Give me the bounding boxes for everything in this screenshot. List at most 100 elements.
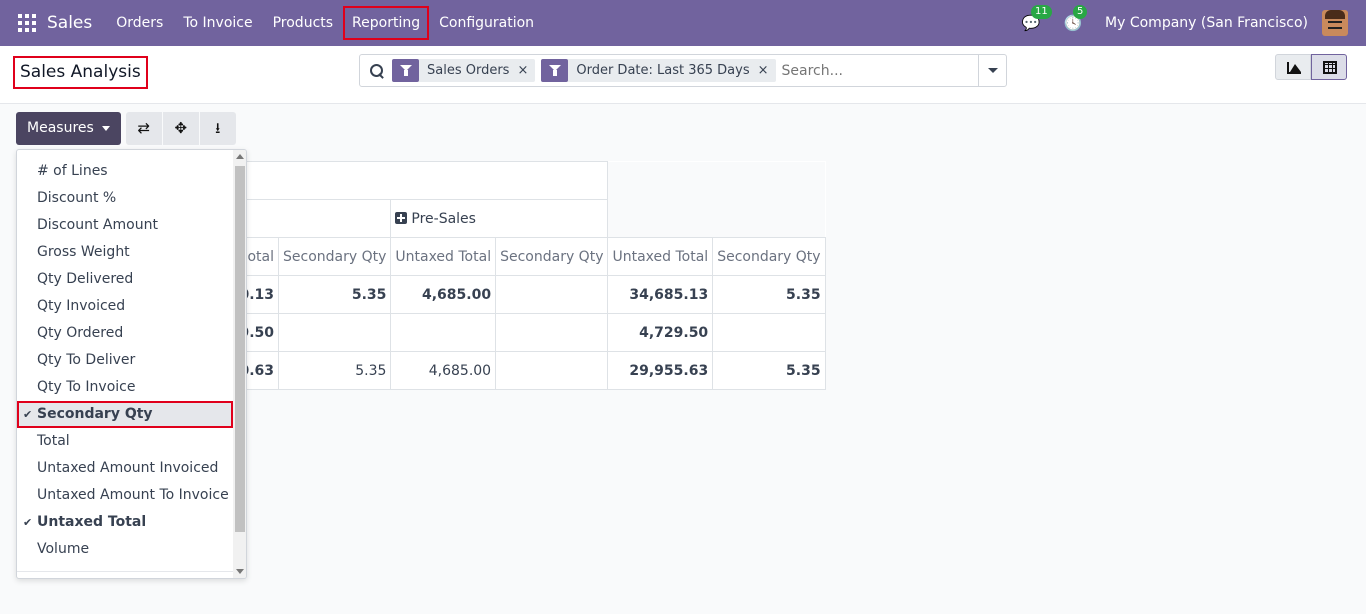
search-icon [370, 63, 384, 78]
search-bar: Sales Orders × Order Date: Last 365 Days… [359, 54, 1007, 87]
measure-header[interactable]: Secondary Qty [277, 237, 392, 276]
area-chart-icon [1287, 62, 1301, 74]
dropdown-scrollbar[interactable] [233, 150, 246, 578]
scroll-down-icon[interactable] [236, 569, 244, 574]
table-cell[interactable]: 4,685.00 [390, 351, 497, 390]
measures-list: # of Lines Discount % Discount Amount Gross… [17, 158, 233, 563]
download-icon: ⭳ [215, 119, 221, 137]
top-navbar: Sales Orders To Invoice Products Reporti… [0, 0, 1366, 46]
app-brand[interactable]: Sales [47, 13, 93, 33]
measure-option[interactable]: # of Lines [17, 158, 233, 185]
pivot-header-pre-sales[interactable]: Pre-Sales [390, 199, 609, 238]
facet-remove-button[interactable]: × [757, 63, 769, 78]
measure-option-label: Qty Delivered [37, 271, 134, 287]
table-row: 0.63 5.35 4,685.00 29,955.63 5.35 [180, 351, 826, 390]
menu-orders[interactable]: Orders [116, 15, 164, 31]
menu-to-invoice[interactable]: To Invoice [183, 15, 253, 31]
measure-option[interactable]: Qty Invoiced [17, 293, 233, 320]
filter-facet-sales-orders: Sales Orders × [392, 59, 536, 82]
measure-header[interactable]: Secondary Qty [495, 237, 609, 276]
measure-header[interactable]: Secondary Qty [712, 237, 826, 276]
measure-option[interactable]: ✔ Secondary Qty [17, 401, 233, 428]
table-cell[interactable]: 29,955.63 [607, 351, 714, 390]
plus-square-icon [395, 211, 408, 224]
graph-view-button[interactable] [1275, 54, 1311, 80]
arrows-icon: ✥ [174, 119, 188, 137]
table-cell[interactable]: 5.35 [277, 275, 392, 314]
measure-option[interactable]: Qty To Invoice [17, 374, 233, 401]
measure-option-label: Discount Amount [37, 217, 158, 233]
measure-option[interactable]: Total [17, 428, 233, 455]
messages-button[interactable]: 💬 11 [1021, 5, 1052, 33]
table-cell[interactable] [495, 275, 609, 314]
company-switcher[interactable]: My Company (San Francisco) [1105, 15, 1308, 31]
measure-option-label: Untaxed Total [37, 514, 147, 530]
check-icon: ✔ [23, 408, 33, 421]
caret-down-icon [101, 126, 110, 131]
table-cell[interactable]: 5.35 [277, 351, 392, 390]
table-cell[interactable] [495, 313, 609, 352]
filter-icon [541, 59, 569, 82]
measure-option-label: Qty To Deliver [37, 352, 136, 368]
expand-all-button[interactable]: ✥ [162, 112, 199, 145]
measure-header[interactable]: Untaxed Total [390, 237, 497, 276]
control-panel: Sales Analysis Sales Orders × Order Date… [0, 46, 1366, 104]
measure-option[interactable]: Untaxed Amount Invoiced [17, 455, 233, 482]
pivot-toolbar: Measures ⇄ ✥ ⭳ [16, 112, 236, 145]
scroll-up-icon[interactable] [236, 154, 244, 159]
exchange-icon: ⇄ [137, 119, 151, 137]
activities-button[interactable]: 🕓 5 [1063, 5, 1088, 33]
flip-axis-button[interactable]: ⇄ [125, 112, 162, 145]
measure-option[interactable]: Gross Weight [17, 239, 233, 266]
messages-count-badge: 11 [1031, 5, 1052, 19]
table-cell[interactable]: 4,685.00 [390, 275, 497, 314]
menu-products[interactable]: Products [272, 15, 334, 31]
measure-option[interactable]: Discount Amount [17, 212, 233, 239]
table-cell[interactable] [277, 313, 392, 352]
facet-remove-button[interactable]: × [517, 63, 529, 78]
pivot-table: Pre-Sales otal Secondary Qty Untaxed Tot… [179, 161, 826, 390]
measures-button[interactable]: Measures [16, 112, 121, 145]
table-row: 0.13 5.35 4,685.00 34,685.13 5.35 [180, 275, 826, 314]
measure-option[interactable]: Untaxed Amount To Invoice [17, 482, 233, 509]
facet-label: Order Date: Last 365 Days [576, 63, 750, 78]
measure-option[interactable]: ✔ Untaxed Total [17, 509, 233, 536]
pivot-view-button[interactable] [1311, 54, 1347, 80]
measure-option-label: Qty To Invoice [37, 379, 136, 395]
apps-menu-icon[interactable] [18, 14, 36, 32]
scrollbar-thumb[interactable] [235, 166, 245, 532]
table-cell[interactable]: 34,685.13 [607, 275, 714, 314]
measure-option[interactable]: Qty Delivered [17, 266, 233, 293]
table-cell[interactable]: 4,729.50 [607, 313, 714, 352]
measure-option[interactable]: Qty To Deliver [17, 347, 233, 374]
measure-option-label: # of Lines [37, 163, 108, 179]
measure-header[interactable]: Untaxed Total [607, 237, 714, 276]
download-button[interactable]: ⭳ [199, 112, 236, 145]
menu-configuration[interactable]: Configuration [439, 15, 535, 31]
measure-option-label: Secondary Qty [37, 406, 153, 422]
menu-reporting[interactable]: Reporting [343, 6, 430, 40]
search-options-toggle[interactable] [978, 55, 1006, 86]
measure-option-label: Volume [37, 541, 90, 557]
measure-option[interactable]: Volume [17, 536, 233, 563]
measure-option-label: Total [37, 433, 70, 449]
table-cell[interactable] [390, 313, 497, 352]
table-cell[interactable] [712, 313, 826, 352]
activities-count-badge: 5 [1073, 5, 1088, 19]
search-input[interactable] [781, 55, 978, 86]
table-cell[interactable]: 5.35 [712, 351, 826, 390]
filter-facet-order-date: Order Date: Last 365 Days × [541, 59, 776, 82]
measure-option[interactable]: Discount % [17, 185, 233, 212]
table-cell[interactable] [495, 351, 609, 390]
measure-option-label: Untaxed Amount To Invoice [37, 487, 229, 503]
user-avatar[interactable] [1322, 10, 1348, 36]
measure-option-label: Discount % [37, 190, 117, 206]
table-cell[interactable]: 5.35 [712, 275, 826, 314]
filter-icon [392, 59, 419, 82]
page-title: Sales Analysis [13, 56, 148, 89]
view-switcher [1275, 54, 1347, 80]
measure-option[interactable]: Qty Ordered [17, 320, 233, 347]
measure-option-label: Gross Weight [37, 244, 130, 260]
divider [17, 571, 233, 572]
measures-dropdown: # of Lines Discount % Discount Amount Gross… [16, 149, 247, 579]
